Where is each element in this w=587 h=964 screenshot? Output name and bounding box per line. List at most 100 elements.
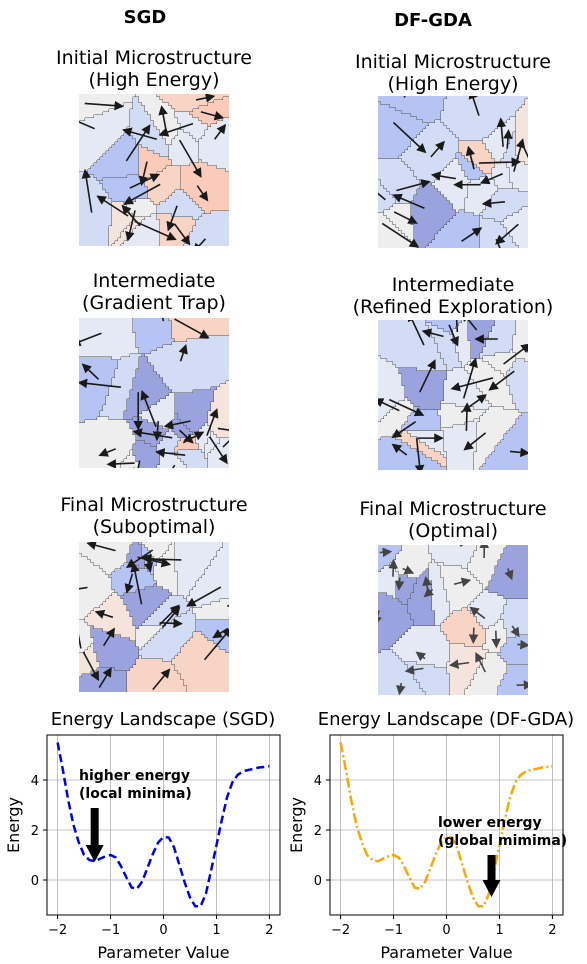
annotation-line-2: (local minima) (79, 786, 192, 802)
x-tick-label: 2 (265, 923, 273, 938)
cell-layer (79, 318, 229, 468)
displacement-arrow (195, 94, 216, 103)
displacement-arrow (510, 625, 520, 638)
displacement-arrow (159, 618, 183, 629)
displacement-arrow (391, 443, 408, 456)
displacement-arrow (132, 428, 173, 439)
dfgda-final-title: Final Microstructure (Optimal) (359, 498, 547, 542)
displacement-arrow (503, 343, 528, 365)
displacement-arrow (79, 586, 88, 590)
displacement-arrow (206, 408, 219, 436)
x-axis-label: Parameter Value (380, 943, 512, 962)
sgd-initial-title: Initial Microstructure (High Energy) (56, 47, 252, 91)
cell-layer (378, 320, 528, 470)
displacement-arrow (381, 222, 420, 248)
displacement-arrow (84, 100, 125, 111)
displacement-arrow (393, 211, 418, 224)
displacement-arrow (79, 332, 102, 346)
displacement-arrow (404, 665, 424, 675)
displacement-arrow (468, 96, 480, 116)
x-tick-label: −2 (48, 923, 67, 938)
displacement-arrow (461, 320, 478, 331)
displacement-arrow (82, 651, 100, 682)
displacement-arrow (222, 439, 229, 448)
displacement-arrow (495, 238, 501, 248)
displacement-arrow (192, 238, 207, 246)
displacement-arrow (163, 419, 191, 430)
displacement-arrow (81, 168, 93, 213)
energy-curve (339, 742, 553, 908)
x-tick-label: 0 (159, 923, 167, 938)
displacement-arrow (388, 398, 425, 417)
displacement-arrow (137, 556, 172, 568)
displacement-arrow (158, 122, 194, 137)
displacement-arrow (94, 609, 114, 619)
x-tick-label: 0 (442, 923, 450, 938)
displacement-arrow (378, 610, 382, 626)
displacement-arrow (98, 447, 116, 457)
annotation-line-2: (global mimima) (438, 833, 567, 849)
displacement-arrow (462, 402, 472, 431)
displacement-arrow (152, 421, 163, 442)
displacement-arrow (430, 140, 445, 158)
displacement-arrow (121, 204, 141, 227)
column-heading-sgd: SGD (123, 7, 167, 28)
displacement-arrow (140, 390, 157, 428)
displacement-arrow (423, 587, 434, 598)
displacement-arrow (158, 105, 168, 134)
displacement-arrow (461, 227, 483, 242)
column-heading-dfgda: DF-GDA (394, 10, 472, 31)
displacement-arrow (465, 145, 476, 170)
displacement-arrow (392, 193, 425, 209)
displacement-arrow (391, 421, 417, 439)
sgd-intermediate-microstructure (79, 318, 229, 468)
displacement-arrow (208, 436, 228, 465)
displacement-arrow (124, 573, 134, 594)
y-tick-label: 4 (31, 774, 39, 789)
sgd-final-microstructure (79, 542, 229, 692)
x-tick-label: −1 (384, 923, 403, 938)
displacement-arrow (463, 432, 487, 451)
displacement-arrow (430, 171, 456, 181)
displacement-arrow (133, 460, 143, 468)
displacement-arrow (496, 117, 507, 147)
displacement-arrow (79, 378, 121, 389)
displacement-arrow (214, 123, 227, 140)
arrow-layer (79, 542, 229, 691)
displacement-arrow (402, 565, 415, 575)
displacement-arrow (450, 377, 494, 392)
displacement-arrow (392, 121, 427, 154)
annotation-arrow-shaft (90, 808, 99, 846)
dfgda-initial-microstructure (378, 96, 528, 248)
dfgda-initial-title: Initial Microstructure (High Energy) (355, 51, 551, 95)
displacement-arrow (517, 639, 528, 650)
arrow-layer (378, 545, 528, 695)
displacement-arrow (503, 129, 513, 149)
dfgda-plot-title: Energy Landscape (DF-GDA) (317, 709, 575, 730)
displacement-arrow (488, 370, 515, 391)
displacement-arrow (421, 328, 444, 338)
displacement-arrow (166, 205, 178, 232)
displacement-arrow (491, 630, 501, 649)
displacement-arrow (394, 577, 405, 591)
y-axis-label: Energy (4, 797, 23, 853)
arrow-layer (79, 318, 229, 468)
displacement-arrow (178, 429, 194, 444)
displacement-arrow (186, 586, 222, 607)
displacement-arrow (504, 568, 514, 581)
displacement-arrow (158, 604, 180, 626)
energy-curve (56, 742, 270, 908)
displacement-arrow (203, 627, 229, 661)
displacement-arrow (178, 343, 188, 362)
displacement-arrow (462, 357, 478, 399)
annotation-arrow-head (85, 845, 104, 862)
displacement-arrow (155, 448, 186, 458)
y-tick-label: 0 (314, 874, 322, 889)
displacement-arrow (478, 157, 522, 167)
x-axis-label: Parameter Value (97, 943, 229, 962)
displacement-arrow (479, 172, 503, 185)
displacement-arrow (86, 542, 116, 552)
displacement-arrow (469, 606, 486, 620)
